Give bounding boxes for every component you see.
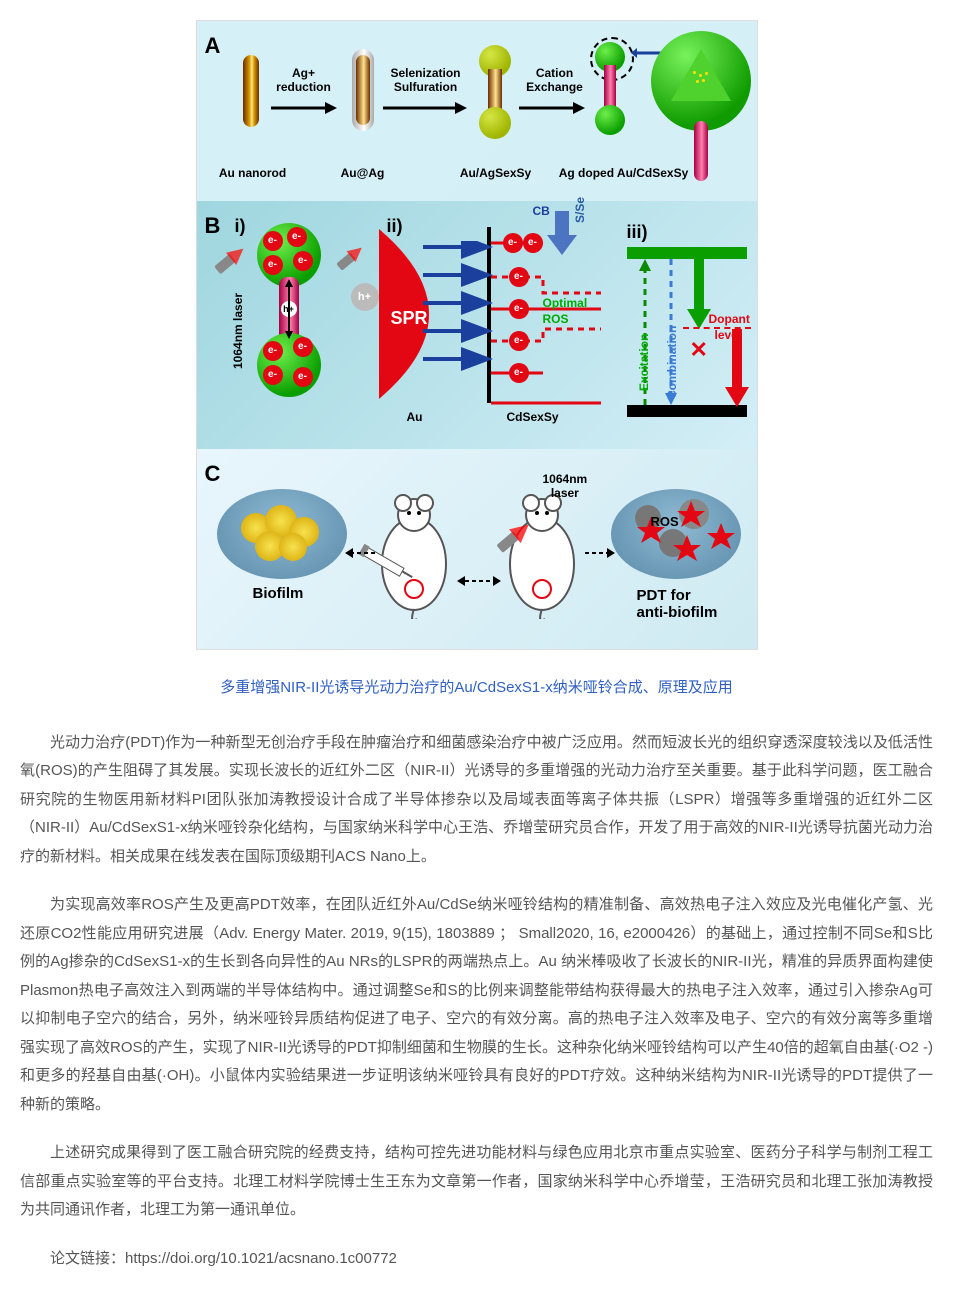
double-arrow-icon bbox=[457, 573, 501, 589]
electron-icon: e- bbox=[293, 367, 313, 387]
electron-icon: e- bbox=[509, 299, 529, 319]
excitation-label: Excitation bbox=[633, 334, 656, 391]
electron-icon: e- bbox=[287, 227, 307, 247]
step3-label: CationExchange bbox=[515, 67, 595, 95]
electron-icon: e- bbox=[509, 363, 529, 383]
panel-c: C Biofilm bbox=[197, 449, 757, 649]
electron-icon: e- bbox=[293, 337, 313, 357]
sub-i: i) bbox=[235, 209, 246, 243]
green-down-arrow-icon bbox=[687, 259, 711, 329]
step1-label: Ag+reduction bbox=[269, 67, 339, 95]
electron-icon: e- bbox=[293, 251, 313, 271]
electron-icon: e- bbox=[523, 233, 543, 253]
mouse-icon bbox=[487, 489, 597, 619]
top-band-icon bbox=[627, 247, 747, 259]
figure: A Ag+reduction SelenizationSulfuration C… bbox=[196, 20, 758, 650]
label-au-nanorod: Au nanorod bbox=[213, 167, 293, 181]
electron-icon: e- bbox=[263, 341, 283, 361]
updown-arrow-icon bbox=[285, 279, 293, 339]
electron-icon: e- bbox=[263, 255, 283, 275]
electron-icon: e- bbox=[509, 331, 529, 351]
cb-label: CB bbox=[533, 205, 550, 219]
arrow-icon bbox=[271, 97, 337, 121]
ros-label: ROS bbox=[543, 313, 569, 327]
pdt-disc-icon bbox=[611, 489, 741, 579]
cross-icon: ✕ bbox=[690, 329, 708, 371]
cdsexsy-bot-icon bbox=[595, 105, 625, 135]
biofilm-label: Biofilm bbox=[253, 585, 304, 602]
sse-label: S/Se bbox=[574, 197, 588, 223]
au-label: Au bbox=[407, 411, 423, 425]
label-agsexsy: Au/AgSexSy bbox=[451, 167, 541, 181]
red-down-arrow-icon bbox=[725, 329, 749, 407]
dopant-label: Dopant bbox=[709, 313, 750, 327]
cdsexsy-label: CdSexSy bbox=[507, 411, 559, 425]
agsexsy-bot-icon bbox=[479, 107, 511, 139]
au-nanorod-icon bbox=[243, 55, 259, 127]
hole-grey-icon: h+ bbox=[351, 283, 379, 311]
panel-a: A Ag+reduction SelenizationSulfuration C… bbox=[197, 21, 757, 201]
figure-caption: 多重增强NIR-II光诱导光动力治疗的Au/CdSexS1-x纳米哑铃合成、原理… bbox=[20, 674, 933, 703]
laser-c-label: 1064nmlaser bbox=[543, 473, 588, 501]
label-agdoped: Ag doped Au/CdSexSy bbox=[549, 167, 699, 181]
panel-b: B i) ii) iii) e- e- e- e- e- e- e- e- h+… bbox=[197, 201, 757, 449]
paragraph-3: 上述研究成果得到了医工融合研究院的经费支持，结构可控先进功能材料与绿色应用北京市… bbox=[20, 1139, 933, 1225]
paragraph-2: 为实现高效率ROS产生及更高PDT效率，在团队近红外Au/CdSe纳米哑铃结构的… bbox=[20, 891, 933, 1119]
optimal-label: Optimal bbox=[543, 297, 588, 311]
biofilm-disc-icon bbox=[217, 489, 347, 579]
paragraph-4: 论文链接：https://doi.org/10.1021/acsnano.1c0… bbox=[20, 1245, 933, 1274]
cutaway-sphere-icon bbox=[651, 31, 751, 131]
blue-arrows-icon bbox=[423, 241, 495, 391]
arrow-icon bbox=[383, 97, 467, 121]
paragraph-1: 光动力治疗(PDT)作为一种新型无创治疗手段在肿瘤治疗和细菌感染治疗中被广泛应用… bbox=[20, 729, 933, 872]
label-auag: Au@Ag bbox=[333, 167, 393, 181]
electron-icon: e- bbox=[509, 267, 529, 287]
laser-icon bbox=[336, 252, 356, 270]
step2-label: SelenizationSulfuration bbox=[381, 67, 471, 95]
ros-label: ROS bbox=[651, 515, 679, 530]
cb-arrow-icon bbox=[547, 211, 577, 255]
electron-icon: e- bbox=[503, 233, 523, 253]
arrow-icon bbox=[519, 97, 585, 121]
electron-icon: e- bbox=[263, 231, 283, 251]
panel-b-label: B bbox=[205, 205, 221, 247]
arrow-left-icon bbox=[345, 545, 375, 561]
combination-label: Combination bbox=[661, 326, 684, 399]
au-core-icon bbox=[356, 55, 370, 125]
sub-iii: iii) bbox=[627, 215, 648, 249]
electron-icon: e- bbox=[263, 365, 283, 385]
arrow-right-icon bbox=[585, 545, 615, 561]
laser-label: 1064nm laser bbox=[227, 269, 250, 369]
panel-a-label: A bbox=[205, 25, 221, 67]
panel-c-label: C bbox=[205, 453, 221, 495]
pdt-label: PDT foranti-biofilm bbox=[637, 587, 718, 622]
